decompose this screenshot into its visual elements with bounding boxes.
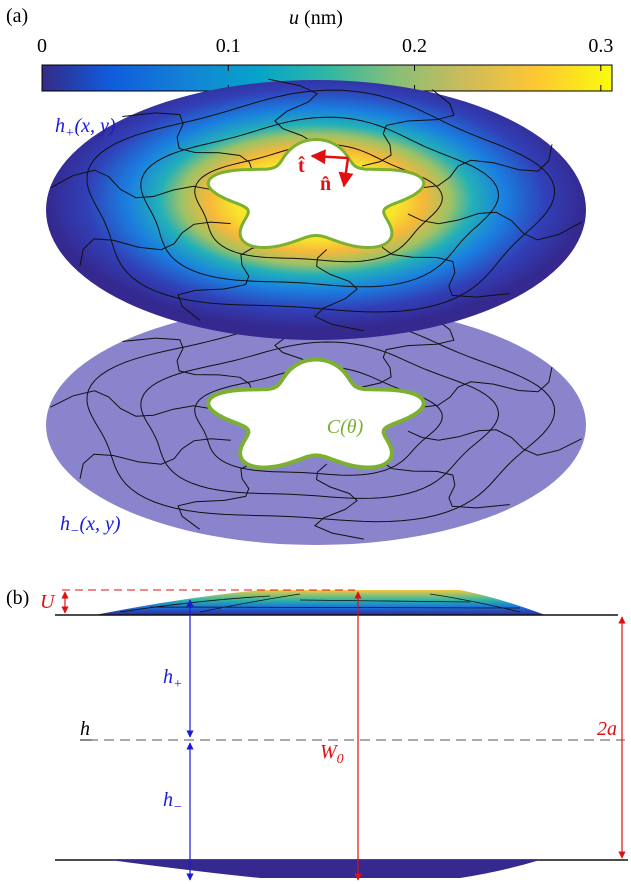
contour	[206, 137, 426, 250]
grid-spoke	[407, 211, 582, 241]
upper-surface-label: h+(x, y)	[55, 115, 116, 141]
grid-spoke	[378, 453, 510, 509]
normal-arrow	[338, 157, 354, 188]
colorbar-tick-label: 0	[37, 35, 47, 57]
grid-spoke	[378, 237, 510, 298]
grid-spoke	[177, 243, 271, 321]
grid-spoke	[313, 463, 364, 540]
grid-spoke	[50, 390, 225, 417]
grid-spoke	[361, 89, 455, 167]
colorbar-tick-label: 0.2	[402, 35, 427, 57]
grid-spoke	[79, 438, 231, 480]
grid-spoke	[177, 458, 271, 530]
tangent-arrow	[310, 149, 349, 165]
h-minus-label: h−	[163, 789, 182, 815]
contour	[206, 357, 426, 470]
grid-ring	[140, 341, 500, 499]
normal-label: n̂	[320, 173, 331, 195]
grid-ring	[86, 89, 556, 313]
panel-label: (b)	[6, 587, 29, 609]
grid-spoke	[122, 112, 254, 173]
lower-slab	[110, 860, 540, 878]
grid-spoke	[314, 249, 364, 332]
U-label: U	[40, 591, 56, 613]
colorbar-tick-label: 0.3	[588, 35, 613, 57]
h-label: h	[80, 718, 90, 740]
deformed-slab	[95, 590, 545, 615]
contour-label: C(θ)	[327, 416, 364, 438]
grid-spoke	[361, 316, 455, 388]
tangent-label: t̂	[298, 155, 306, 177]
grid-spoke	[50, 169, 225, 199]
slab-grid	[119, 593, 521, 613]
colorbar-tick-label: 0.1	[216, 35, 241, 57]
grid-ring	[194, 366, 443, 476]
panel-label: (a)	[6, 5, 28, 27]
grid-spoke	[79, 221, 231, 266]
grid-ring	[86, 316, 556, 523]
h-plus-label: h+	[163, 666, 182, 692]
grid-spoke	[401, 144, 553, 189]
grid-ring	[140, 116, 500, 288]
2a-label: 2a	[597, 718, 617, 740]
grid-spoke	[407, 429, 582, 456]
colorbar-title: u (nm)	[289, 7, 343, 29]
W0-label: W0	[320, 741, 344, 767]
grid-ring	[194, 143, 443, 263]
grid-spoke	[401, 366, 553, 408]
lower-surface-label: h−(x, y)	[60, 513, 121, 539]
grid-spoke	[122, 337, 254, 393]
